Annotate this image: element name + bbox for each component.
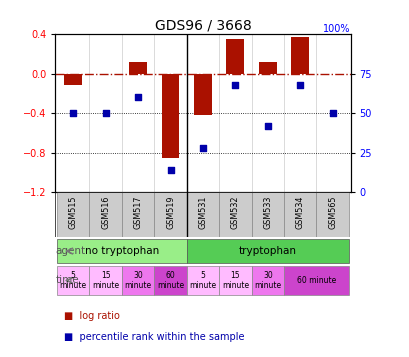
Point xyxy=(167,167,173,173)
Bar xyxy=(57,239,186,263)
Text: 5
minute: 5 minute xyxy=(59,271,87,290)
Bar xyxy=(64,74,82,85)
Text: 15
minute: 15 minute xyxy=(221,271,248,290)
Point xyxy=(70,110,76,116)
Text: GSM517: GSM517 xyxy=(133,196,142,230)
Point xyxy=(102,110,109,116)
Text: GSM565: GSM565 xyxy=(328,196,336,230)
Bar xyxy=(251,266,283,295)
Bar xyxy=(219,192,251,237)
Point xyxy=(328,110,335,116)
Bar xyxy=(89,192,121,237)
Bar xyxy=(57,266,89,295)
Text: no tryptophan: no tryptophan xyxy=(85,246,159,256)
Bar xyxy=(258,62,276,74)
Bar xyxy=(129,62,147,74)
Text: GSM534: GSM534 xyxy=(295,196,304,229)
Title: GDS96 / 3668: GDS96 / 3668 xyxy=(154,19,251,33)
Bar xyxy=(121,266,154,295)
Text: ■  log ratio: ■ log ratio xyxy=(63,311,119,321)
Text: GSM532: GSM532 xyxy=(230,196,239,230)
Bar xyxy=(186,192,219,237)
Text: ■  percentile rank within the sample: ■ percentile rank within the sample xyxy=(63,332,243,342)
Bar xyxy=(57,192,89,237)
Text: GSM533: GSM533 xyxy=(263,196,272,229)
Bar xyxy=(186,266,219,295)
Text: 100%: 100% xyxy=(322,24,350,34)
Point xyxy=(199,145,206,151)
Bar xyxy=(291,37,308,74)
Text: 60 minute: 60 minute xyxy=(296,276,335,285)
Text: agent: agent xyxy=(56,246,85,256)
Point xyxy=(231,82,238,87)
Bar xyxy=(283,266,348,295)
Bar xyxy=(154,266,186,295)
Text: tryptophan: tryptophan xyxy=(238,246,296,256)
Bar xyxy=(89,266,121,295)
Text: time: time xyxy=(56,276,79,286)
Bar xyxy=(121,192,154,237)
Bar xyxy=(193,74,211,115)
Point xyxy=(296,82,303,87)
Text: 15
minute: 15 minute xyxy=(92,271,119,290)
Bar xyxy=(161,74,179,158)
Text: 60
minute: 60 minute xyxy=(157,271,184,290)
Bar xyxy=(316,192,348,237)
Bar xyxy=(251,192,283,237)
Text: GSM519: GSM519 xyxy=(166,196,175,230)
Text: 5
minute: 5 minute xyxy=(189,271,216,290)
Bar xyxy=(226,39,244,74)
Bar xyxy=(283,192,316,237)
Text: 30
minute: 30 minute xyxy=(254,271,281,290)
Point xyxy=(264,123,270,129)
Text: GSM516: GSM516 xyxy=(101,196,110,229)
Bar xyxy=(154,192,186,237)
Text: GSM515: GSM515 xyxy=(69,196,77,230)
Point xyxy=(135,94,141,100)
Bar xyxy=(219,266,251,295)
Text: 30
minute: 30 minute xyxy=(124,271,151,290)
Text: GSM531: GSM531 xyxy=(198,196,207,229)
Bar xyxy=(186,239,348,263)
